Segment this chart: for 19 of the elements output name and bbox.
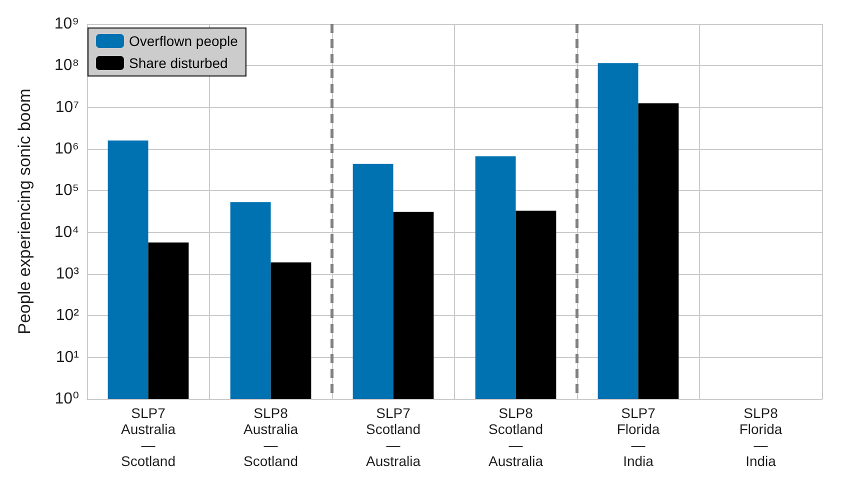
y-axis-title: People experiencing sonic boom (15, 88, 34, 334)
y-tick-label: 10⁶ (54, 140, 79, 158)
y-tick-label: 10⁸ (54, 57, 79, 74)
y-tick-label: 10⁷ (55, 98, 80, 116)
y-tick-label: 10¹ (56, 348, 79, 366)
x-tick-label: SLP8 Florida — India (739, 405, 782, 469)
y-tick-label: 10³ (56, 266, 80, 282)
y-tick-label: 10² (56, 307, 80, 324)
legend-label: Share disturbed (129, 55, 228, 71)
x-tick-label: SLP7 Florida — India (616, 405, 660, 469)
y-tick-label: 10⁹ (54, 16, 79, 32)
x-tick-label: SLP7 Scotland — Australia (366, 405, 421, 469)
x-tick-label: SLP7 Australia — Scotland (121, 405, 176, 469)
y-tick-label: 10⁵ (54, 182, 79, 200)
x-tick-label: SLP8 Australia — Scotland (244, 405, 298, 469)
y-tick-label: 10⁴ (54, 224, 80, 241)
y-tick-label: 10⁰ (54, 390, 79, 408)
legend-label: Overflown people (129, 33, 238, 49)
x-tick-label: SLP8 Scotland — Australia (488, 405, 544, 469)
